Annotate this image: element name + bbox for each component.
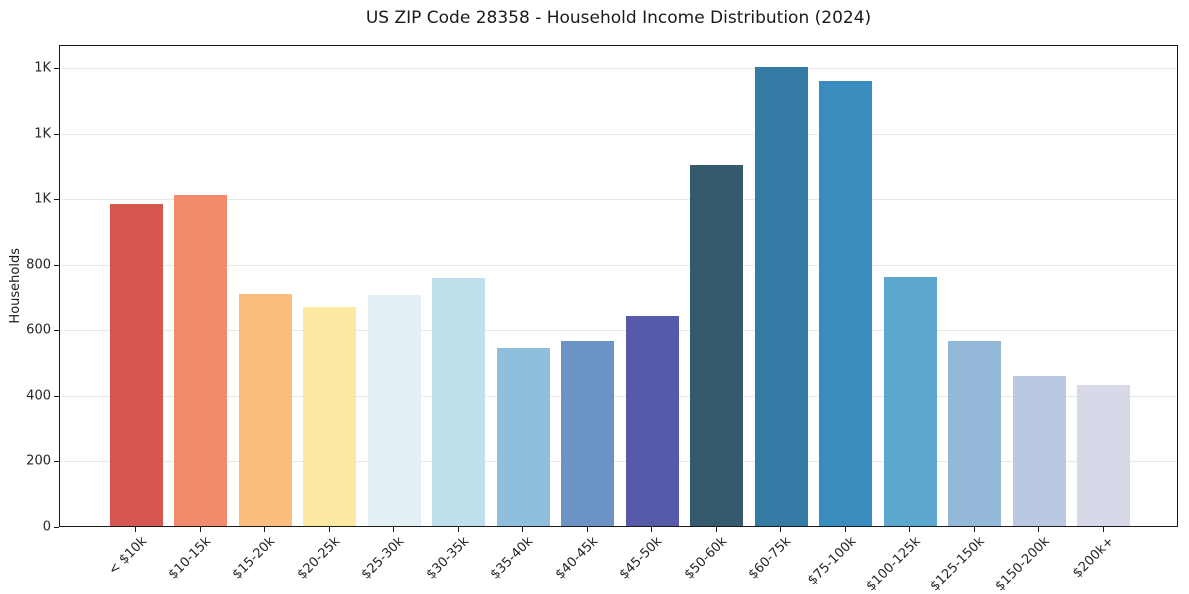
gridline — [60, 199, 1177, 201]
y-tick-label: 1K — [34, 60, 51, 76]
x-tick-mark — [1102, 527, 1104, 532]
gridline — [60, 395, 1177, 397]
x-tick-mark — [199, 527, 201, 532]
x-tick-label-text: $25-30k — [359, 534, 408, 583]
x-tick-label-text: $40-45k — [552, 534, 602, 583]
bar-200k — [1077, 384, 1130, 526]
plot-area — [59, 45, 1178, 527]
bar-100-125k — [883, 277, 937, 526]
x-tick-label-text: $200k+ — [1070, 534, 1118, 582]
gridline — [60, 67, 1177, 69]
x-tick-label-text: $10-15k — [165, 534, 215, 583]
x-tick-mark — [1038, 527, 1039, 532]
x-tick-mark — [135, 527, 136, 532]
bar-25-30k — [367, 294, 421, 526]
x-tick-label-text: $20-25k — [294, 534, 344, 583]
bar-45-50k — [625, 315, 679, 526]
bar-20-25k — [303, 306, 356, 526]
y-tick-label: 1K — [34, 191, 51, 207]
bar-30-35k — [432, 277, 485, 526]
x-tick-mark — [457, 527, 459, 532]
y-tick-mark — [54, 199, 59, 201]
x-tick-mark — [780, 527, 781, 532]
y-tick-mark — [54, 264, 59, 266]
gridline — [60, 264, 1177, 266]
y-tick-label: 600 — [26, 322, 51, 338]
bar-10-15k — [174, 195, 227, 526]
y-tick-mark — [54, 330, 59, 332]
x-tick-mark — [586, 527, 588, 532]
x-tick-label-text: $35-40k — [488, 534, 537, 583]
gridline — [60, 330, 1177, 332]
bar-125-150k — [948, 340, 1001, 526]
x-tick-label-text: $50-60k — [681, 534, 731, 583]
x-tick-mark — [328, 527, 330, 532]
x-tick-label-text: $60-75k — [746, 534, 795, 583]
x-tick-mark — [393, 527, 394, 532]
bar-40-45k — [561, 340, 614, 526]
bar-75-100k — [819, 81, 872, 526]
y-tick-mark — [54, 395, 59, 397]
gridline — [60, 133, 1177, 135]
bar-150-200k — [1012, 376, 1066, 526]
x-tick-label-text: $100-125k — [863, 534, 924, 594]
y-tick-mark — [54, 461, 59, 463]
x-tick-label-text: $150-200k — [992, 534, 1053, 594]
x-tick-mark — [909, 527, 910, 532]
bar-15-20k — [238, 294, 292, 526]
x-tick-label-text: $45-50k — [617, 534, 666, 583]
y-tick-label: 0 — [42, 519, 51, 535]
y-tick-label: 800 — [26, 257, 51, 273]
x-tick-label-text: $15-20k — [230, 534, 279, 583]
gridline — [60, 461, 1177, 463]
chart-title: US ZIP Code 28358 - Household Income Dis… — [365, 8, 872, 28]
bar-60-75k — [754, 66, 808, 526]
y-tick-label: 400 — [26, 388, 51, 404]
y-tick-label: 1K — [34, 126, 51, 142]
x-tick-mark — [522, 527, 523, 532]
x-tick-label-text: $75-100k — [804, 534, 860, 589]
x-tick-label-text: $30-35k — [423, 534, 473, 583]
y-tick-mark — [54, 133, 59, 135]
x-tick-label-text: < $10k — [105, 534, 150, 579]
bar-50-60k — [690, 165, 743, 526]
y-tick-mark — [54, 527, 59, 528]
x-tick-mark — [715, 527, 717, 532]
x-tick-mark — [973, 527, 975, 532]
x-tick-label-text: $125-150k — [927, 534, 989, 594]
bar-10k — [109, 204, 163, 526]
bar-35-40k — [496, 347, 550, 526]
y-tick-mark — [54, 67, 59, 69]
x-tick-mark — [264, 527, 265, 532]
x-tick-mark — [651, 527, 652, 532]
x-tick-mark — [844, 527, 846, 532]
y-tick-label: 200 — [26, 453, 51, 469]
